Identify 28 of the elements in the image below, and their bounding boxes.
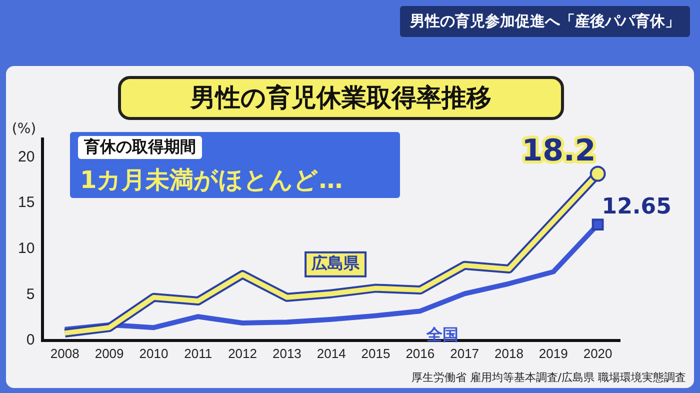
x-tick-label: 2015: [361, 346, 390, 361]
x-tick-label: 2012: [228, 346, 257, 361]
y-tick-label: 5: [26, 286, 35, 303]
x-tick-label: 2019: [538, 346, 568, 361]
series-label: 全国: [425, 324, 458, 344]
y-axis-title: (%): [12, 121, 36, 137]
data-label: 18.2: [522, 134, 596, 169]
y-tick-label: 20: [18, 148, 35, 166]
annotation: 育休の取得期間: [78, 136, 202, 159]
x-tick-label: 2013: [272, 346, 302, 361]
text: 厚生労働省 雇用均等基本調査/広島県 職場環境実態調査: [411, 370, 686, 385]
x-tick-label: 2016: [406, 346, 435, 361]
chart-title: 男性の育児休業取得率推移: [118, 76, 564, 120]
y-tick-label: 15: [18, 194, 35, 212]
x-tick-label: 2018: [494, 346, 524, 361]
x-tick-label: 2014: [316, 346, 346, 361]
x-tick-label: 2020: [583, 346, 612, 361]
y-tick-label: 0: [26, 332, 35, 349]
x-tick-label: 2017: [450, 346, 480, 361]
y-tick-label: 10: [18, 240, 35, 257]
series-label: 広島県: [310, 254, 361, 273]
annotation: 1カ月未満がほとんど…: [80, 165, 343, 196]
text: 男性の育児参加促進へ「産後パパ育休」: [400, 6, 690, 37]
x-tick-label: 2011: [184, 346, 212, 361]
data-label: 12.65: [602, 194, 672, 220]
x-tick-label: 2008: [50, 346, 80, 361]
x-tick-label: 2009: [94, 346, 124, 361]
x-tick-label: 2010: [139, 346, 168, 361]
